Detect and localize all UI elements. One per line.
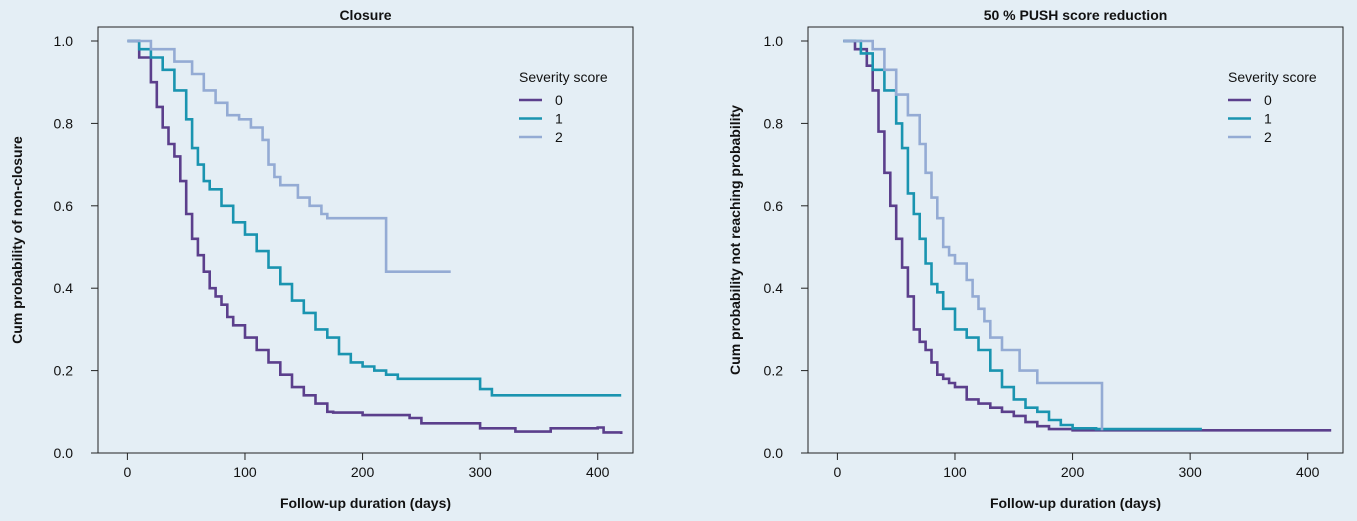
x-tick-label: 300	[1178, 464, 1202, 480]
y-tick-label: 1.0	[54, 33, 74, 49]
series-line-1	[127, 39, 622, 397]
x-tick-label: 400	[586, 464, 610, 480]
legend: Severity score 0 1 2	[1228, 69, 1317, 145]
legend-item-label: 1	[555, 111, 563, 127]
legend: Severity score 0 1 2	[519, 69, 608, 145]
plot-frame	[807, 26, 1344, 454]
legend-item-label: 0	[1264, 92, 1272, 108]
y-tick-label: 0.4	[764, 280, 784, 296]
legend-title: Severity score	[1228, 69, 1317, 85]
chart-panel-1: Closure 0 100 200 300 400 0.0 0.2 0.4 0.6 0.8 1.0 Fo…	[9, 7, 634, 511]
x-tick-label: 200	[351, 464, 375, 480]
x-tick-label: 0	[123, 464, 131, 480]
legend-item-label: 2	[555, 129, 563, 145]
y-tick-label: 0.8	[54, 115, 74, 131]
y-tick-label: 0.2	[54, 363, 74, 379]
y-tick-label: 0.0	[764, 445, 784, 461]
y-tick-label: 0.4	[54, 280, 74, 296]
series-line-2	[843, 39, 1104, 431]
x-tick-label: 300	[468, 464, 492, 480]
chart-title: 50 % PUSH score reduction	[984, 7, 1168, 23]
x-axis-label: Follow-up duration (days)	[990, 495, 1161, 511]
series-line-2	[127, 39, 451, 273]
series-line-0	[843, 39, 1332, 432]
x-tick-label: 100	[943, 464, 967, 480]
legend-item-label: 2	[1264, 129, 1272, 145]
y-axis-label: Cum probability not reaching probability	[727, 105, 743, 375]
legend-item-label: 0	[555, 92, 563, 108]
y-tick-label: 0.8	[764, 115, 784, 131]
x-tick-label: 0	[833, 464, 841, 480]
series-line-1	[843, 39, 1202, 431]
chart-panel-2: 50 % PUSH score reduction 0 100 200 300 400 0.…	[727, 7, 1344, 511]
series-line-0	[127, 39, 623, 434]
x-axis-label: Follow-up duration (days)	[280, 495, 451, 511]
y-axis-label: Cum probability of non-closure	[9, 136, 25, 344]
plot-frame	[97, 26, 634, 454]
y-tick-label: 0.0	[54, 445, 74, 461]
y-tick-label: 0.6	[54, 198, 74, 214]
chart-title: Closure	[339, 7, 391, 23]
legend-title: Severity score	[519, 69, 608, 85]
x-tick-label: 200	[1061, 464, 1085, 480]
x-tick-label: 100	[233, 464, 257, 480]
y-tick-label: 0.6	[764, 198, 784, 214]
y-tick-label: 1.0	[764, 33, 784, 49]
y-tick-label: 0.2	[764, 363, 784, 379]
x-tick-label: 400	[1296, 464, 1320, 480]
legend-item-label: 1	[1264, 111, 1272, 127]
